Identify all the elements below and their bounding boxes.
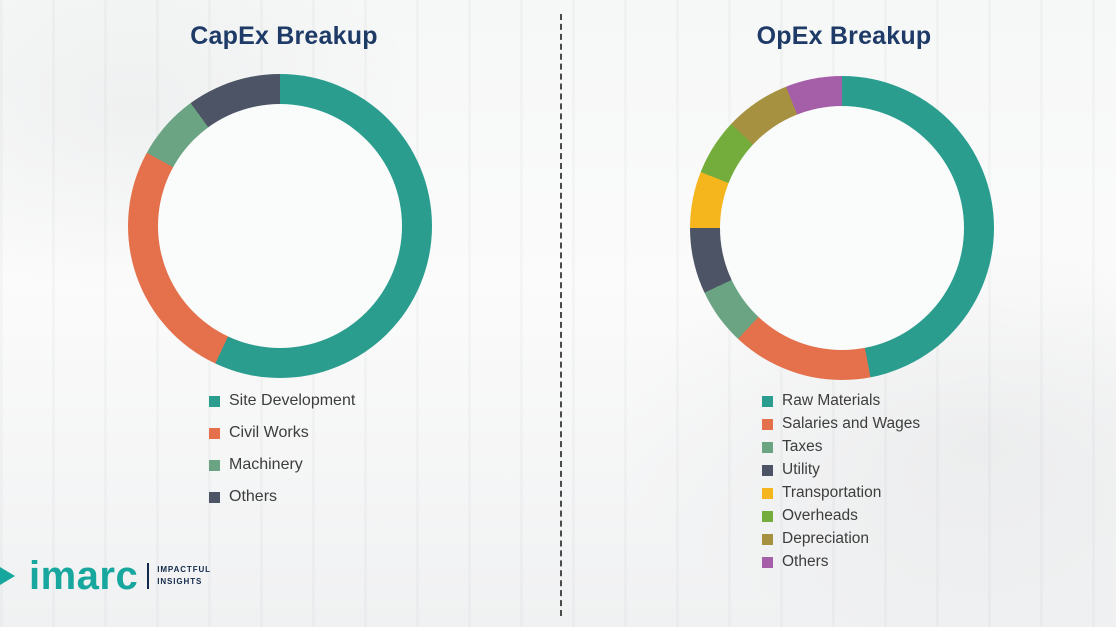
logo-tagline-line1: IMPACTFUL xyxy=(157,565,211,574)
capex-legend: Site Development Civil Works Machinery Othe… xyxy=(209,392,355,520)
legend-label: Machinery xyxy=(229,456,303,473)
legend-swatch xyxy=(762,441,773,453)
legend-item: Machinery xyxy=(209,456,355,474)
capex-chart-title: CapEx Breakup xyxy=(190,22,378,50)
legend-item: Utility xyxy=(762,461,920,479)
legend-item: Civil Works xyxy=(209,424,355,442)
opex-donut-chart xyxy=(690,76,994,380)
legend-label: Site Development xyxy=(229,392,356,409)
legend-item: Taxes xyxy=(762,438,920,456)
legend-label: Depreciation xyxy=(782,530,870,547)
legend-label: Civil Works xyxy=(229,424,309,441)
legend-item: Transportation xyxy=(762,484,920,502)
legend-swatch xyxy=(762,418,773,430)
legend-swatch xyxy=(762,487,773,499)
legend-item: Depreciation xyxy=(762,530,920,548)
imarc-logo: imarc IMPACTFUL INSIGHTS xyxy=(0,556,211,596)
legend-item: Site Development xyxy=(209,392,355,410)
legend-swatch xyxy=(762,464,773,476)
legend-swatch xyxy=(762,395,773,407)
opex-donut-hole xyxy=(720,106,964,350)
logo-triangle-icon xyxy=(0,567,15,585)
logo-separator xyxy=(147,563,150,589)
legend-label: Transportation xyxy=(782,484,882,501)
legend-label: Others xyxy=(229,488,278,505)
legend-swatch xyxy=(209,395,220,407)
legend-item: Others xyxy=(762,553,920,571)
opex-legend: Raw Materials Salaries and Wages Taxes Util… xyxy=(762,392,920,576)
legend-swatch xyxy=(209,427,220,439)
capex-donut-hole xyxy=(158,104,402,348)
logo-tagline-line2: INSIGHTS xyxy=(157,577,203,586)
legend-swatch xyxy=(762,510,773,522)
logo-tagline: IMPACTFUL INSIGHTS xyxy=(157,564,211,588)
legend-swatch xyxy=(209,459,220,471)
legend-label: Raw Materials xyxy=(782,392,881,409)
legend-label: Salaries and Wages xyxy=(782,415,921,432)
legend-label: Utility xyxy=(782,461,820,478)
vertical-dashed-divider xyxy=(560,14,562,616)
opex-chart-title: OpEx Breakup xyxy=(756,22,932,50)
logo-brand-text: imarc xyxy=(29,554,139,598)
legend-label: Others xyxy=(782,553,829,570)
legend-swatch xyxy=(762,533,773,545)
legend-label: Taxes xyxy=(782,438,823,455)
legend-item: Others xyxy=(209,488,355,506)
legend-item: Raw Materials xyxy=(762,392,920,410)
capex-donut-chart xyxy=(128,74,432,378)
legend-item: Overheads xyxy=(762,507,920,525)
legend-label: Overheads xyxy=(782,507,858,524)
legend-swatch xyxy=(762,556,773,568)
legend-item: Salaries and Wages xyxy=(762,415,920,433)
legend-swatch xyxy=(209,491,220,503)
